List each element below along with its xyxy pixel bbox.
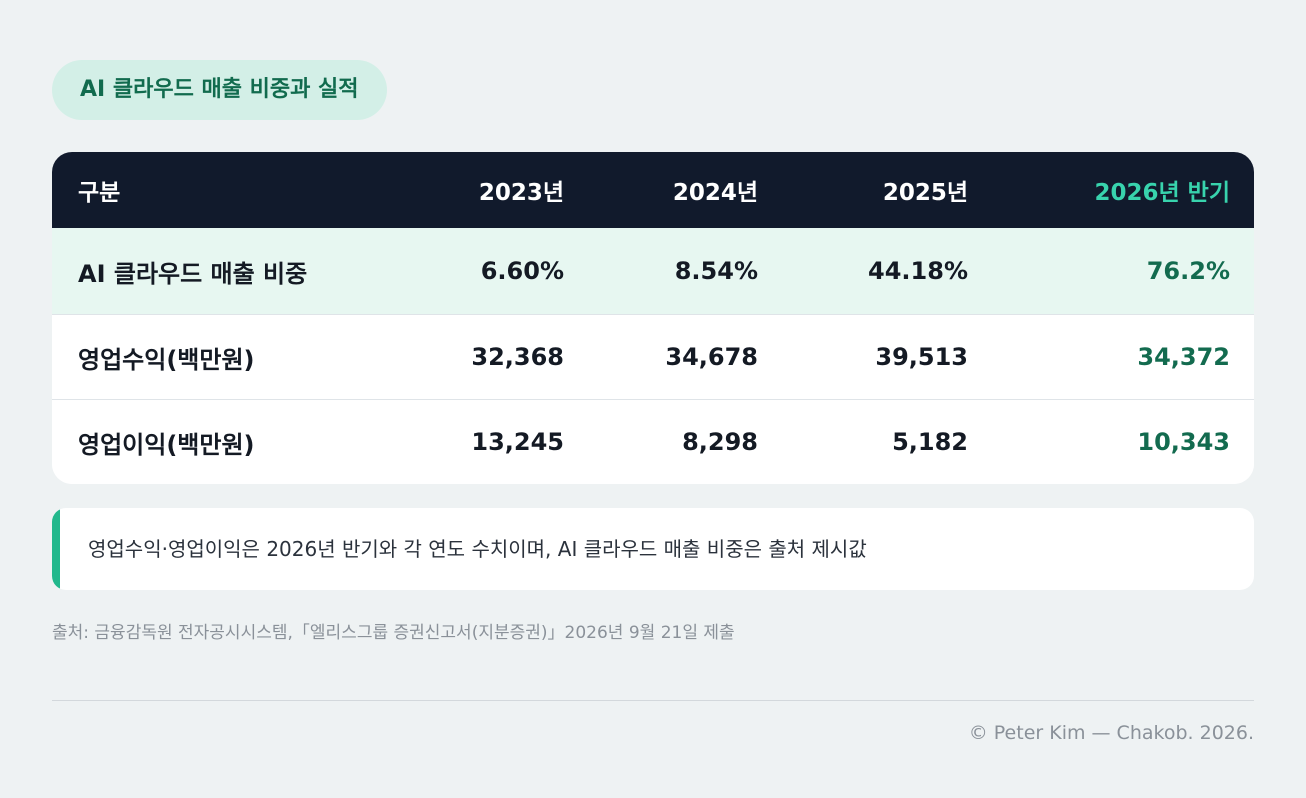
table-cell: 34,678 — [665, 343, 758, 371]
table-cell: 8.54% — [674, 257, 758, 285]
note-box: 영업수익·영업이익은 2026년 반기와 각 연도 수치이며, AI 클라우드 … — [52, 508, 1254, 590]
table-cell: 32,368 — [471, 343, 564, 371]
header-2026-half: 2026년 반기 — [1094, 180, 1230, 206]
note-text: 영업수익·영업이익은 2026년 반기와 각 연도 수치이며, AI 클라우드 … — [88, 537, 867, 561]
table-cell: 6.60% — [480, 257, 564, 285]
header-category: 구분 — [78, 180, 121, 206]
table-row: 영업수익(백만원) 32,368 34,678 39,513 34,372 — [52, 315, 1254, 400]
table-cell: 13,245 — [471, 428, 564, 456]
table-row: 영업이익(백만원) 13,245 8,298 5,182 10,343 — [52, 400, 1254, 484]
table-row: AI 클라우드 매출 비중 6.60% 8.54% 44.18% 76.2% — [52, 228, 1254, 315]
title-badge: AI 클라우드 매출 비중과 실적 — [52, 60, 387, 120]
table-cell: 44.18% — [868, 257, 968, 285]
row-label-revenue: 영업수익(백만원) — [78, 345, 255, 374]
table-cell-highlight: 10,343 — [1137, 428, 1230, 456]
table-cell-highlight: 34,372 — [1137, 343, 1230, 371]
table-cell-highlight: 76.2% — [1146, 257, 1230, 285]
note-accent-bar — [52, 508, 60, 590]
source-text: 출처: 금융감독원 전자공시시스템,「엘리스그룹 증권신고서(지분증권)」202… — [52, 623, 735, 643]
row-label-ai-cloud-share: AI 클라우드 매출 비중 — [78, 259, 308, 288]
header-2025: 2025년 — [882, 180, 968, 206]
divider — [52, 700, 1254, 701]
header-2023: 2023년 — [478, 180, 564, 206]
header-2024: 2024년 — [672, 180, 758, 206]
table-cell: 39,513 — [875, 343, 968, 371]
row-label-operating-profit: 영업이익(백만원) — [78, 430, 255, 459]
table-cell: 5,182 — [892, 428, 968, 456]
credit-text: © Peter Kim — Chakob. 2026. — [968, 722, 1254, 744]
table-header-row: 구분 2023년 2024년 2025년 2026년 반기 — [52, 152, 1254, 228]
table-cell: 8,298 — [682, 428, 758, 456]
data-table: 구분 2023년 2024년 2025년 2026년 반기 AI 클라우드 매출… — [52, 152, 1254, 484]
